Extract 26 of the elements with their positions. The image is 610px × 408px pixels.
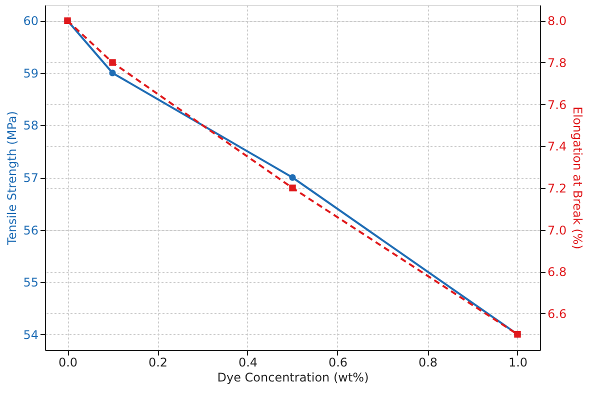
y-tick-label: 57 bbox=[23, 171, 38, 185]
y2-axis-title: Elongation at Break (%) bbox=[570, 106, 585, 250]
y2-tick-label: 6.6 bbox=[548, 306, 567, 321]
y-tick-label: 60 bbox=[23, 14, 38, 28]
y2-tick-label: 7.6 bbox=[548, 98, 567, 112]
point bbox=[289, 184, 296, 192]
x-tick-label: 0.6 bbox=[328, 356, 348, 370]
y-tick-label: 55 bbox=[23, 276, 38, 290]
point bbox=[109, 59, 116, 66]
y2-tick-label: 6.8 bbox=[548, 265, 567, 280]
x-tick-label: 0.8 bbox=[418, 356, 438, 370]
x-tick-label: 0.2 bbox=[148, 356, 168, 370]
y-tick-label: 58 bbox=[23, 118, 38, 133]
y-tick-label: 59 bbox=[23, 66, 38, 80]
x-tick-label: 0.4 bbox=[238, 356, 258, 370]
y-tick-label: 54 bbox=[23, 328, 38, 342]
y2-tick-label: 7.0 bbox=[548, 223, 567, 238]
y2-tick-label: 7.8 bbox=[548, 56, 567, 70]
y2-tick-label: 7.2 bbox=[548, 181, 567, 196]
y2-tick-label: 8.0 bbox=[548, 14, 567, 28]
x-tick-label: 1.0 bbox=[508, 356, 528, 370]
y2-tick-label: 7.4 bbox=[548, 140, 567, 154]
x-axis-title: Dye Concentration (wt%) bbox=[217, 370, 369, 384]
y-tick-label: 56 bbox=[23, 223, 38, 238]
x-tick-label: 0.0 bbox=[58, 356, 78, 370]
y-axis-title: Tensile Strength (MPa) bbox=[5, 111, 20, 246]
